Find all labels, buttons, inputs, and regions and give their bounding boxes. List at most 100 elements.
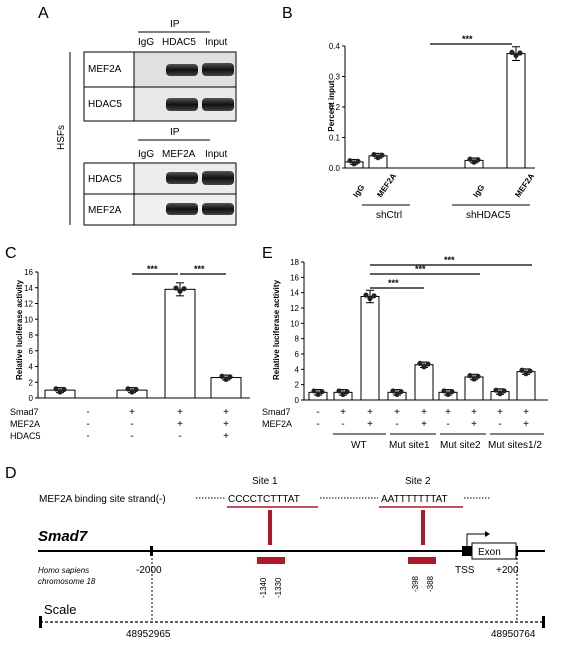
e-group-mut12: Mut sites1/2 [488,440,542,451]
e-cell: - [341,419,344,430]
lane-input-bottom: Input [205,149,227,160]
e-cell: - [316,407,319,418]
c-point [61,386,67,393]
e-ytick-label: 16 [290,273,299,282]
site2-label: Site 2 [405,476,431,487]
panel-b-label: B [282,5,293,22]
c-cell: - [86,431,89,442]
e-condition-table: Smad7- + + + + + + + +MEF2A - - + - + - + - + [262,407,529,430]
species-label: Homo sapiens [38,566,89,575]
coord-right: 48950764 [491,629,536,640]
s1b: -1330 [274,577,283,598]
hsfs-label: HSFs [56,125,67,150]
pos-left: -2000 [136,565,162,576]
e-point [371,293,377,299]
panel-a: A IP IgG HDAC5 Input IB MEF2A HDAC5 HSFs… [38,5,237,226]
s2b: -388 [426,575,435,592]
e-ytick-label: 18 [290,258,299,267]
c-point [173,285,179,291]
pos-right: +200 [496,565,519,576]
c-bar [164,288,196,399]
panel-e: E Relative luciferase activity 0 2 4 6 8 10 12… [262,245,548,451]
s1a: -1340 [259,577,268,598]
c-point [125,386,131,392]
lane-input-top: Input [205,37,227,48]
b-x-label: IgG [351,183,366,199]
tss-label: TSS [455,565,475,576]
c-point [181,286,187,292]
b-ytick-label: 0.0 [329,164,341,173]
b-point [467,156,473,162]
e-ytick-label: 8 [295,335,300,344]
site1-marker [268,510,272,545]
b-group-shhdac5: shHDAC5 [466,210,511,221]
seq-site2: AATTTTTTTAT [381,494,448,505]
e-ytick-label: 4 [295,365,300,374]
b-ytick-label: 0.1 [329,134,341,143]
e-ytick-label: 0 [295,396,300,405]
b-point [347,158,353,164]
e-cell: + [445,407,451,418]
b-point [375,155,381,161]
coord-left: 48952965 [126,629,171,640]
scale-label: Scale [44,602,77,617]
b-y-axis: 0.0 0.1 0.2 0.3 0.4 [329,42,535,173]
e-point [527,368,533,374]
b-ytick-label: 0.3 [329,73,341,82]
site1-label: Site 1 [252,476,278,487]
e-cell: + [497,407,503,418]
b-point [475,157,481,163]
c-ytick-label: 4 [29,363,34,372]
c-cell: - [130,419,133,430]
c-sig-1: *** [147,264,158,274]
c-ytick-label: 6 [29,347,34,356]
e-cell: + [421,407,427,418]
c-cell: + [223,431,229,442]
c-row-label: Smad7 [10,407,39,417]
c-ytick-label: 8 [29,331,34,340]
exon-box [471,542,517,560]
c-cell: - [86,419,89,430]
e-point [475,373,481,379]
b-point [509,49,515,56]
e-point [445,391,451,398]
c-row-label: HDAC5 [10,431,41,441]
c-ytick-label: 12 [24,300,33,309]
gene-label: Smad7 [38,528,88,545]
c-ytick-label: 0 [29,394,34,403]
e-cell: + [421,419,427,430]
c-point [133,386,139,393]
c-point [57,389,63,395]
e-cell: - [498,419,501,430]
c-cell: + [177,419,183,430]
c-row-label: MEF2A [10,419,40,429]
e-point [344,389,350,395]
e-ytick-label: 6 [295,350,300,359]
e-sig-3: *** [388,278,399,288]
c-cell: + [223,419,229,430]
e-point [394,391,400,398]
e-sig-1: *** [444,255,455,265]
b-sig: *** [462,34,473,44]
e-ylabel: Relative luciferase activity [272,279,281,380]
c-ytick-label: 2 [29,378,34,387]
e-bar [360,296,380,401]
e-cell: + [471,419,477,430]
e-cell: - [446,419,449,430]
row-hdac5-bottom: HDAC5 [88,174,122,185]
e-point [319,389,325,395]
ip-label-bottom: IP [170,127,180,138]
tss-arrow [466,533,485,546]
e-point [519,367,525,373]
b-group-shctrl: shCtrl [376,210,402,221]
ip-label-top: IP [170,19,180,30]
e-point [340,391,346,398]
c-ytick-label: 14 [24,284,33,293]
site2-block [408,557,436,564]
e-point [471,376,477,382]
e-ytick-label: 14 [290,289,299,298]
e-cell: + [523,419,529,430]
e-cell: + [471,407,477,418]
b-bars [344,46,526,169]
